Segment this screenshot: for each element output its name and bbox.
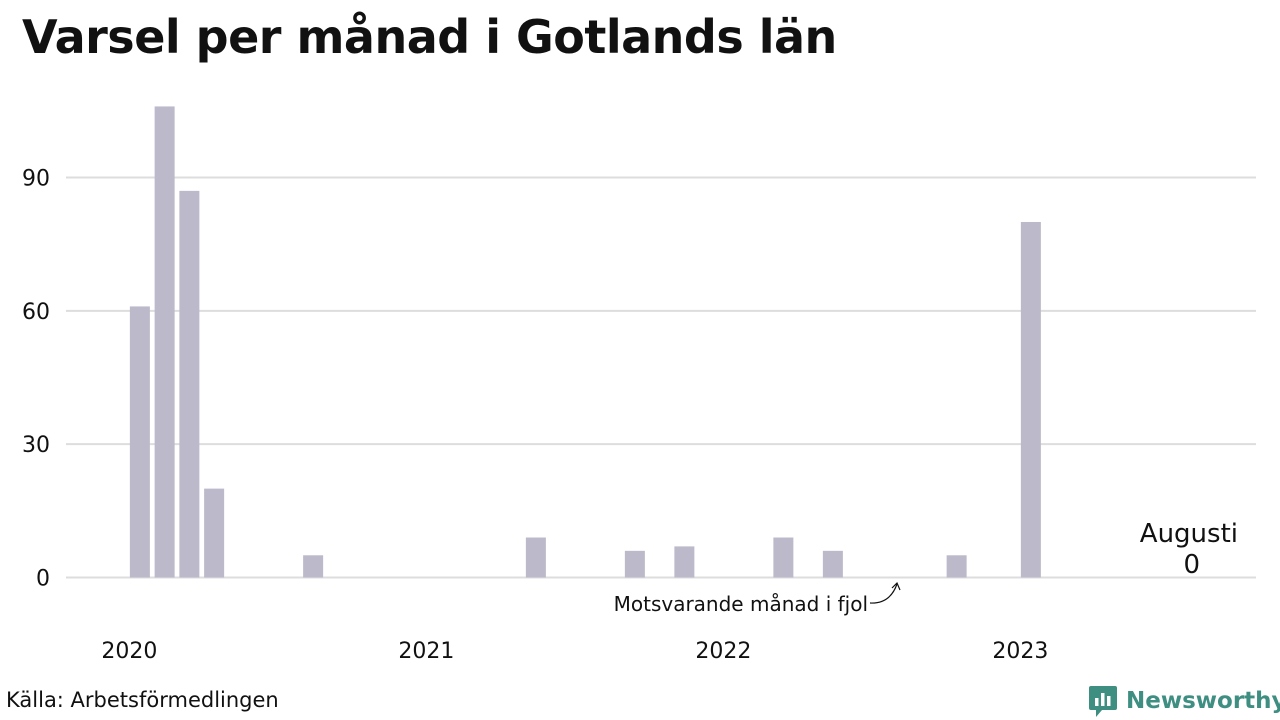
x-tick-label: 2022 bbox=[695, 639, 751, 664]
y-tick-label: 30 bbox=[22, 433, 50, 458]
note-arrow-head bbox=[891, 581, 901, 591]
bar bbox=[946, 555, 967, 578]
bar bbox=[624, 550, 645, 578]
bar bbox=[179, 190, 200, 578]
bar bbox=[674, 546, 695, 578]
bar bbox=[129, 306, 150, 578]
bar bbox=[773, 537, 794, 578]
y-tick-label: 90 bbox=[22, 167, 50, 192]
bar bbox=[1020, 221, 1041, 578]
bar bbox=[204, 488, 225, 578]
note-arrow bbox=[869, 583, 898, 604]
brand-name: Newsworthy bbox=[1126, 688, 1280, 714]
x-tick-label: 2023 bbox=[992, 639, 1048, 664]
brand-logo: Newsworthy bbox=[1088, 684, 1280, 718]
bar bbox=[154, 106, 175, 578]
latest-month-value: 0 bbox=[1183, 550, 1200, 580]
x-tick-label: 2020 bbox=[101, 639, 157, 664]
bar bbox=[822, 550, 843, 578]
y-tick-label: 0 bbox=[36, 567, 50, 592]
bar bbox=[303, 555, 324, 578]
newsworthy-logo-icon bbox=[1089, 686, 1117, 717]
chart-title: Varsel per månad i Gotlands län bbox=[22, 10, 837, 64]
latest-month-label: Augusti bbox=[1140, 519, 1238, 549]
previous-year-note: Motsvarande månad i fjol bbox=[614, 592, 868, 616]
source-label: Källa: Arbetsförmedlingen bbox=[6, 688, 279, 712]
bar bbox=[525, 537, 546, 578]
y-tick-label: 60 bbox=[22, 300, 50, 325]
x-tick-label: 2021 bbox=[398, 639, 454, 664]
